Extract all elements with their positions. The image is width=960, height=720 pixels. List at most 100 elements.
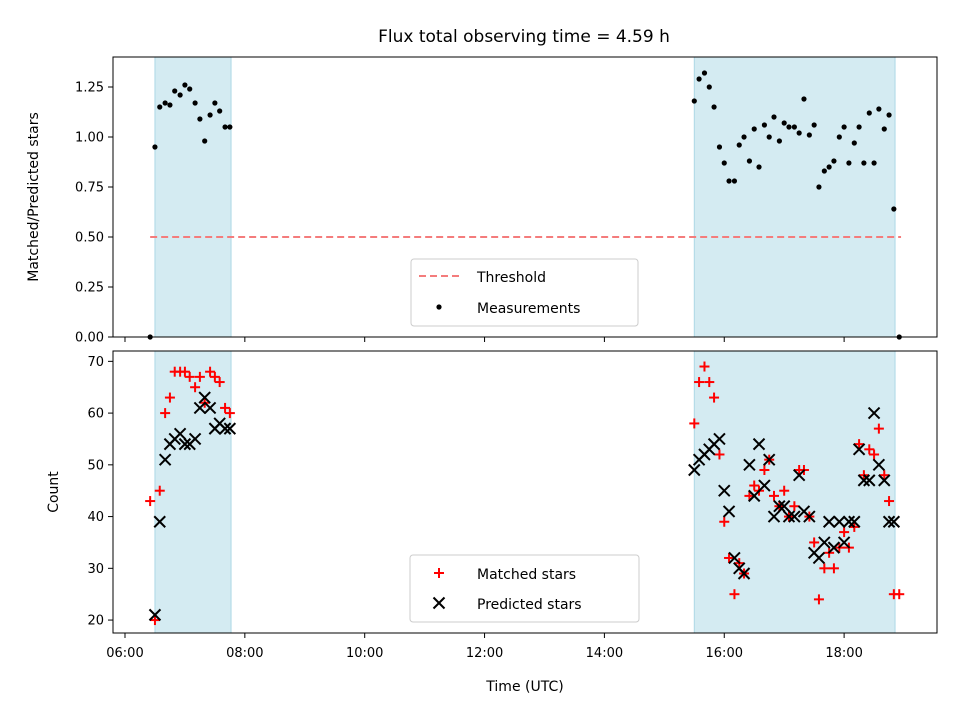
predicted-star-point [713,432,726,446]
matched-star-point [749,480,760,491]
y-tick-label: 0.00 [75,331,104,346]
legend-x-marker [432,596,446,610]
measurement-point [726,178,732,184]
measurement-point [716,144,723,150]
matched-star-point [214,377,225,388]
x-b [762,453,776,466]
predicted-star-point [782,510,796,523]
x-b [818,536,831,549]
x-b [722,505,736,518]
legend-matched-swatch [434,568,444,578]
bottom-y-axis: 20 30 40 50 60 70 [87,355,113,629]
x-b [837,536,851,549]
predicted-star-point [872,458,886,472]
predicted-star-point [837,536,851,549]
measurement-point [172,88,178,94]
measurement-point [876,106,882,112]
matched-star-point [209,371,220,382]
predicted-star-point [178,437,192,451]
predicted-star-point [863,474,876,487]
observing-window-1 [154,56,232,338]
measurement-point [741,134,747,140]
legend-predicted-swatch [432,596,446,610]
legend-plus-marker [434,568,444,578]
predicted-star-point [848,515,861,528]
measurement-point [886,112,892,118]
y-tick-label: 1.25 [75,81,104,96]
matched-star-point [184,371,195,382]
x-b [882,515,896,528]
measurement-point [182,82,188,88]
y-tick-label: 60 [87,407,104,422]
matched-star-point [759,465,770,476]
measurement-point [846,160,852,166]
top-x-ticks [124,337,845,342]
predicted-star-point [867,406,881,420]
bottom-y-axis-label: Count [46,471,62,513]
predicted-star-point [188,432,202,446]
predicted-star-point [722,505,736,518]
matched-star-point [779,485,790,496]
predicted-star-point [792,468,806,482]
matched-star-point [894,589,905,600]
top-legend: Threshold Measurements [410,258,639,327]
top-axes-frame [112,56,938,338]
predicted-star-point [688,463,701,477]
measurement-point [192,100,198,106]
measurement-point [167,102,173,108]
x-b [432,596,446,610]
legend-predicted-label: Predicted stars [477,597,582,613]
measurement-point [736,142,742,148]
x-tick-label: 06:00 [106,646,143,661]
bottom-axes-frame [112,350,938,634]
predicted-star-point [878,474,891,487]
x-b [773,500,786,513]
predicted-star-point [827,541,841,554]
x-b [752,437,766,451]
measurement-point [821,168,827,174]
matched-star-point [714,449,725,460]
measurement-point [157,104,163,110]
measurement-point [791,124,797,130]
observing-window-1 [154,350,232,634]
measurement-point [891,206,897,212]
matched-star-point [149,615,160,626]
measurement-point [801,96,807,102]
matched-star-point [839,527,850,538]
matched-star-point [699,361,710,372]
measurement-point [197,116,203,122]
measurement-point [222,124,228,130]
matched-star-point [190,382,201,393]
x-b [718,484,731,497]
x-b [782,510,796,523]
y-tick-label: 30 [87,562,104,577]
measurement-point [721,160,727,166]
ratio-panel: 0.00 0.25 0.50 0.75 1.00 1.25 Matched/Predict… [26,56,938,346]
measurement-point [152,144,158,150]
predicted-star-points [148,391,901,622]
top-y-axis-label: Matched/Predicted stars [26,112,42,282]
predicted-star-point [203,401,217,415]
measurement-point [731,178,738,184]
predicted-star-point [852,443,866,456]
predicted-star-point [173,427,187,440]
x-b [878,474,891,487]
matched-star-point [884,496,895,507]
measurement-point [711,104,717,110]
x-b [728,551,741,565]
x-b [688,463,701,477]
y-tick-label: 1.00 [75,131,104,146]
matched-star-point [205,366,216,377]
predicted-star-point [752,437,766,451]
x-b [767,510,781,523]
bottom-legend: Matched stars Predicted stars [409,554,640,623]
matched-star-point [709,392,720,403]
predicted-star-point [218,422,232,435]
matched-star-point [689,418,700,429]
count-panel: 20 30 40 50 60 70 06:00 08:00 10:00 12:00 14:00 16… [46,350,938,695]
measurement-point [806,132,812,138]
x-b [748,489,761,503]
predicted-star-point [193,401,207,415]
matched-star-point [164,392,175,403]
